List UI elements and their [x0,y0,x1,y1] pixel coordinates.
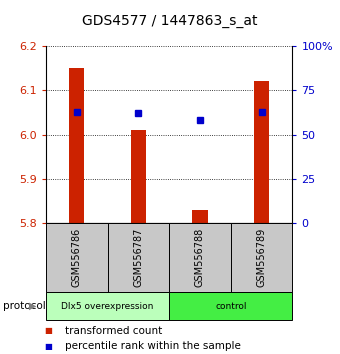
Text: transformed count: transformed count [65,326,162,336]
Bar [69,68,84,223]
Text: GSM556788: GSM556788 [195,228,205,287]
Text: GDS4577 / 1447863_s_at: GDS4577 / 1447863_s_at [82,14,258,28]
Bar [231,223,292,292]
Bar [107,223,169,292]
Bar [46,223,107,292]
Text: control: control [215,302,246,311]
Text: Dlx5 overexpression: Dlx5 overexpression [61,302,154,311]
Text: protocol: protocol [3,301,46,311]
Bar [254,81,269,223]
Bar [131,130,146,223]
Bar [169,292,292,320]
Text: ▶: ▶ [29,301,36,311]
Text: GSM556786: GSM556786 [72,228,82,287]
Bar [192,210,208,223]
Text: ■: ■ [44,326,52,336]
Text: ■: ■ [44,342,52,351]
Bar [46,292,169,320]
Bar [169,223,231,292]
Text: GSM556789: GSM556789 [257,228,267,287]
Text: GSM556787: GSM556787 [133,228,143,287]
Text: percentile rank within the sample: percentile rank within the sample [65,341,240,351]
